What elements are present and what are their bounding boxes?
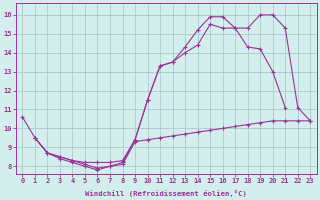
X-axis label: Windchill (Refroidissement éolien,°C): Windchill (Refroidissement éolien,°C): [85, 190, 247, 197]
